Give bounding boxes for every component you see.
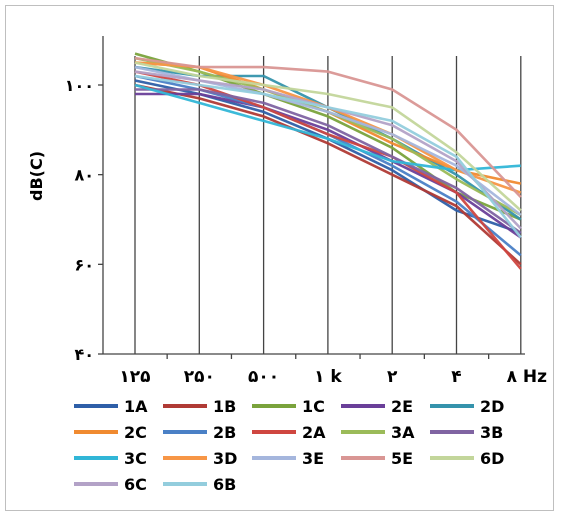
x-tick-label-5: ۴ xyxy=(451,367,461,387)
legend-label-3E: 3E xyxy=(302,449,324,468)
x-tick-label-1: ۲۵۰ xyxy=(184,367,215,387)
series-line-1B xyxy=(134,83,522,266)
series-line-6B xyxy=(134,74,522,239)
axes xyxy=(98,36,525,359)
legend-label-5E: 5E xyxy=(391,449,413,468)
y-tick-labels: ۴۰ ۶۰ ۸۰ ۱۰۰ xyxy=(65,76,94,364)
legend-label-2A: 2A xyxy=(302,423,326,442)
legend-label-3B: 3B xyxy=(480,423,503,442)
legend-label-1A: 1A xyxy=(124,397,148,416)
y-tick-label-0: ۴۰ xyxy=(74,345,94,364)
legend-label-6B: 6B xyxy=(213,475,236,494)
y-tick-label-3: ۱۰۰ xyxy=(65,76,94,95)
legend-label-2C: 2C xyxy=(124,423,147,442)
legend-label-3D: 3D xyxy=(213,449,237,468)
legend-label-2E: 2E xyxy=(391,397,413,416)
legend-label-1C: 1C xyxy=(302,397,325,416)
y-axis-title: dB(C) xyxy=(27,151,46,201)
legend: 1A 1B 1C 2E 2D 2C 2B 2A 3A 3B 3C 3D 3E 5E 6D 6C 6B xyxy=(74,397,504,494)
series-line-5E xyxy=(134,56,522,198)
y-tick-label-2: ۸۰ xyxy=(74,166,94,185)
x-tick-labels: ۱۲۵ ۲۵۰ ۵۰۰ ۱ k ۲ ۴ ۸ Hz xyxy=(119,367,547,387)
legend-label-6C: 6C xyxy=(124,475,147,494)
x-tick-label-3: ۱ k xyxy=(314,367,342,387)
legend-label-6D: 6D xyxy=(480,449,504,468)
x-tick-label-4: ۲ xyxy=(387,367,398,387)
y-tick-label-1: ۶۰ xyxy=(74,255,94,274)
legend-label-2B: 2B xyxy=(213,423,236,442)
legend-label-1B: 1B xyxy=(213,397,236,416)
series-line-3B xyxy=(135,88,522,234)
series-lines xyxy=(134,52,522,270)
legend-label-3A: 3A xyxy=(391,423,415,442)
series-line-6D xyxy=(134,61,522,212)
legend-label-3C: 3C xyxy=(124,449,147,468)
x-tick-label-0: ۱۲۵ xyxy=(119,367,150,387)
legend-label-2D: 2D xyxy=(480,397,504,416)
x-tick-label-6: ۸ Hz xyxy=(507,367,548,387)
x-tick-label-2: ۵۰۰ xyxy=(248,367,279,387)
